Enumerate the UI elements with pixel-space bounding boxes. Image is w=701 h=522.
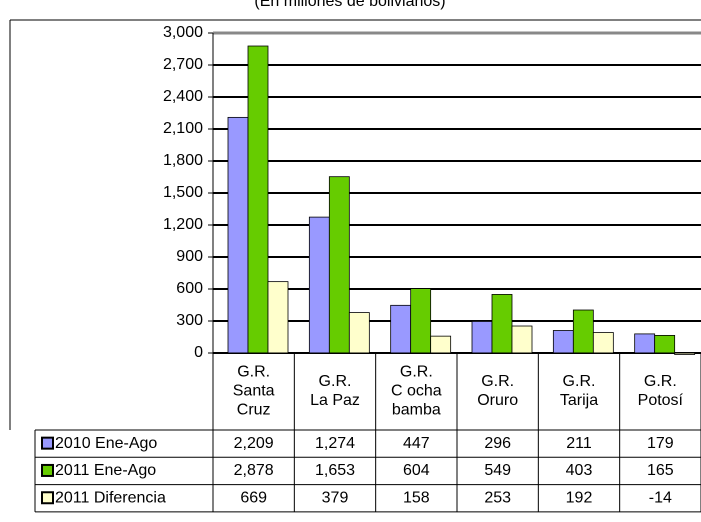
x-tick-label: G.R. Tarija [560,373,598,409]
bar [308,216,330,354]
bar [491,294,513,354]
x-tick-label: G.R. Oruro [477,373,518,409]
y-tick-label: 900 [176,248,203,265]
bar [348,312,370,354]
bar [390,304,412,354]
table-value: 379 [322,489,349,506]
table-value: 158 [403,489,430,506]
table-value: 179 [647,435,674,452]
bar [410,288,432,354]
bar [634,333,656,354]
chart-subtitle: (En millones de bolivianos) [254,0,445,10]
table-value: 2,209 [234,435,274,452]
table-value: 604 [403,462,430,479]
y-tick-label: 2,700 [163,56,203,73]
table-value: 549 [484,462,511,479]
table-value: 447 [403,435,430,452]
table-value: 669 [240,489,267,506]
bar [552,330,574,354]
bar [471,321,493,354]
bar [654,334,676,354]
y-tick-label: 600 [176,280,203,297]
y-tick-label: 1,200 [163,216,203,233]
bar [511,325,533,354]
bar [592,332,614,354]
bar [572,309,594,354]
legend-label: 2011 Ene-Ago [55,462,156,479]
table-value: -14 [649,489,672,506]
y-tick-label: 0 [194,344,203,361]
y-tick-label: 3,000 [163,24,203,41]
legend-label: 2011 Diferencia [55,489,166,506]
x-tick-label: G.R. Potosí [638,373,684,409]
y-tick-label: 1,500 [163,184,203,201]
bar [267,281,289,354]
y-tick-label: 300 [176,312,203,329]
y-tick-label: 2,400 [163,88,203,105]
table-value: 211 [566,435,592,452]
x-tick-label: G.R. La Paz [310,373,360,409]
table-value: 1,274 [315,435,355,452]
bar [430,335,452,354]
legend-key [41,436,54,450]
bar [247,45,269,354]
table-value: 192 [566,489,593,506]
y-tick-label: 2,100 [163,120,203,137]
legend-label: 2010 Ene-Ago [55,435,157,452]
x-tick-label: G.R. Santa Cruz [233,364,275,419]
table-value: 296 [484,435,511,452]
bar [227,116,249,354]
table-value: 1,653 [315,462,355,479]
table-value: 403 [566,462,593,479]
table-value: 2,878 [234,462,274,479]
y-tick-label: 1,800 [163,152,203,169]
x-tick-label: G.R. C ocha bamba [391,364,442,419]
bar [328,176,350,354]
table-value: 165 [647,462,674,479]
legend-key [41,463,54,477]
table-value: 253 [484,489,511,506]
legend-key [41,491,54,505]
